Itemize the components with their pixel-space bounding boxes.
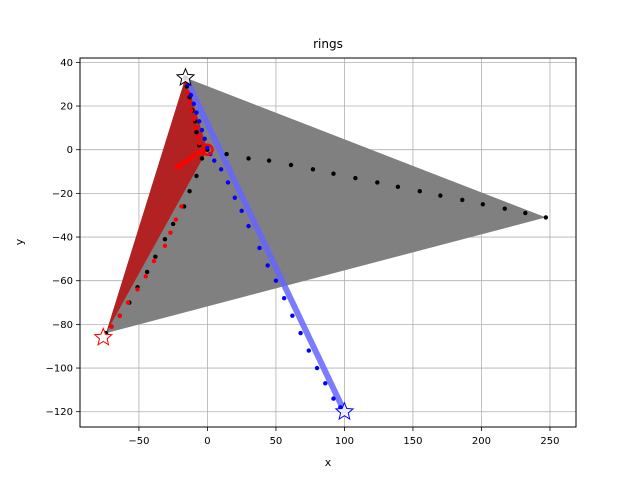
series-1-point bbox=[480, 202, 486, 207]
series-2-point bbox=[170, 221, 176, 227]
x-tick-label: 150 bbox=[403, 436, 422, 447]
data-points bbox=[103, 75, 549, 410]
series-3-point bbox=[186, 158, 191, 163]
series-2-point bbox=[194, 130, 199, 135]
series-1-point bbox=[417, 188, 423, 194]
y-tick-label: −100 bbox=[46, 364, 73, 375]
series-1-point bbox=[438, 193, 443, 198]
x-tick-label: 0 bbox=[204, 436, 210, 447]
series-3-point bbox=[109, 324, 114, 329]
series-1-point bbox=[353, 175, 358, 181]
x-tick-label: 250 bbox=[540, 436, 559, 447]
x-tick-label: 100 bbox=[335, 436, 354, 447]
series-4-point bbox=[323, 381, 328, 386]
series-3-point bbox=[179, 204, 184, 209]
series-1-point bbox=[224, 151, 229, 157]
series-2-point bbox=[194, 173, 199, 179]
series-3-point bbox=[197, 149, 202, 155]
series-3-point bbox=[187, 99, 192, 104]
circle-marker bbox=[201, 143, 214, 156]
series-4-point bbox=[197, 119, 202, 124]
series-4-point bbox=[188, 92, 194, 98]
series-4-point bbox=[331, 396, 336, 401]
x-tick-label: 50 bbox=[270, 436, 283, 447]
series-3-point bbox=[195, 134, 201, 139]
series-3-point bbox=[151, 258, 157, 264]
series-1-point bbox=[310, 167, 316, 172]
fill-region-2 bbox=[106, 77, 208, 334]
series-3-point bbox=[188, 108, 194, 113]
series-1-point bbox=[395, 184, 401, 190]
series-1-point bbox=[331, 171, 336, 176]
series-3-point bbox=[125, 300, 131, 305]
y-tick-label: −80 bbox=[52, 320, 73, 331]
series-1-point bbox=[523, 210, 528, 216]
series-4-point bbox=[212, 158, 217, 163]
series-4-point bbox=[232, 195, 238, 200]
series-3-point bbox=[173, 217, 179, 222]
y-tick-label: −40 bbox=[52, 233, 73, 244]
y-tick-label: −60 bbox=[52, 276, 73, 287]
series-3-point bbox=[191, 116, 196, 122]
series-2-point bbox=[187, 188, 192, 194]
series-4-point bbox=[202, 136, 207, 141]
series-2-point bbox=[153, 254, 158, 259]
series-3-point bbox=[192, 125, 198, 131]
series-3-point bbox=[197, 140, 202, 146]
series-4-point bbox=[306, 348, 312, 353]
series-4-point bbox=[205, 145, 210, 150]
series-1-point bbox=[266, 158, 272, 163]
star-marker bbox=[175, 67, 196, 87]
y-axis-label: y bbox=[13, 238, 26, 245]
series-1-point bbox=[246, 156, 251, 161]
series-3-point bbox=[192, 151, 198, 157]
series-1-point bbox=[460, 197, 465, 203]
series-1-point bbox=[543, 215, 549, 220]
star-marker bbox=[93, 327, 114, 346]
star-marker bbox=[334, 401, 355, 421]
series-1-point bbox=[375, 180, 380, 185]
y-tick-label: −20 bbox=[52, 189, 73, 200]
series-2-point bbox=[162, 237, 168, 242]
series-4-point bbox=[257, 245, 262, 251]
markers bbox=[93, 67, 355, 421]
series-3-point bbox=[181, 160, 187, 166]
series-4-point bbox=[265, 263, 270, 268]
series-4-point bbox=[281, 295, 287, 301]
series-4-point bbox=[225, 180, 231, 185]
blue-band bbox=[182, 74, 348, 415]
series-1-point bbox=[502, 206, 507, 211]
ticks: −50 0 50 100 150 200 25040200−20−40−60−80−100−… bbox=[46, 58, 560, 447]
fill-regions bbox=[106, 74, 546, 415]
x-tick-label: 200 bbox=[472, 436, 491, 447]
series-4-point bbox=[246, 223, 251, 229]
plot-frame bbox=[79, 57, 577, 428]
series-3-point bbox=[177, 164, 183, 170]
y-tick-label: 20 bbox=[60, 102, 73, 113]
series-3-point bbox=[162, 243, 168, 248]
series-4-point bbox=[191, 101, 196, 107]
x-axis-label: x bbox=[325, 456, 332, 469]
series-2-point bbox=[144, 269, 150, 275]
series-3-point bbox=[117, 313, 122, 318]
series-2-point bbox=[199, 156, 205, 161]
series-4-point bbox=[290, 313, 295, 318]
y-tick-label: 0 bbox=[67, 145, 73, 156]
series-4-point bbox=[218, 167, 224, 172]
series-4-point bbox=[273, 278, 279, 283]
series-4-point bbox=[199, 127, 205, 133]
series-1-point bbox=[288, 162, 294, 168]
y-tick-label: 40 bbox=[60, 58, 73, 69]
series-3-point bbox=[143, 274, 148, 279]
x-tick-label: −50 bbox=[128, 436, 149, 447]
series-4-point bbox=[239, 208, 244, 214]
chart-title: rings bbox=[313, 37, 343, 51]
series-3-point bbox=[135, 287, 140, 292]
series-3-point bbox=[168, 230, 173, 235]
series-4-point bbox=[194, 110, 199, 115]
y-tick-label: −120 bbox=[46, 407, 73, 418]
series-4-point bbox=[298, 330, 303, 336]
series-4-point bbox=[314, 365, 320, 371]
